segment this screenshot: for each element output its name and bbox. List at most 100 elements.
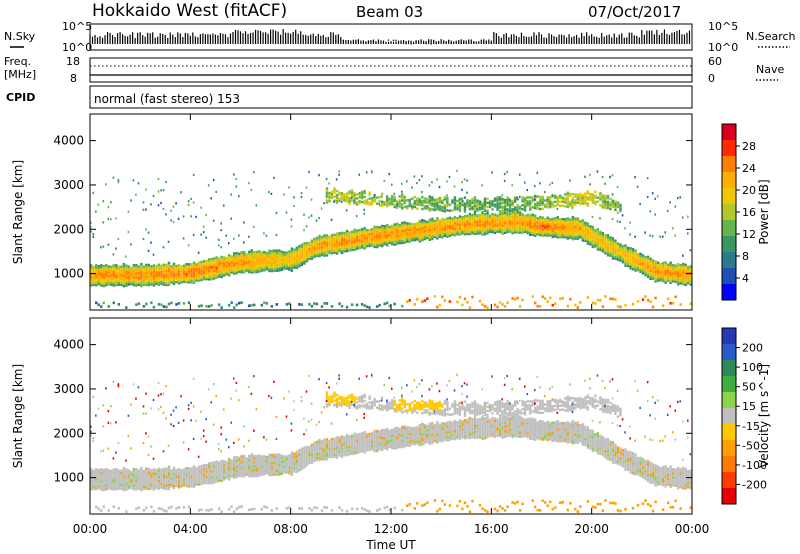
power-cell (508, 224, 512, 227)
power-cell (235, 265, 238, 269)
velocity-cell (157, 467, 161, 471)
power-cell (250, 271, 253, 274)
power-cell (574, 229, 577, 232)
power-cell (368, 193, 371, 196)
power-cell (488, 216, 492, 220)
power-cell (441, 229, 444, 233)
power-cell (606, 249, 610, 253)
power-cell (518, 195, 521, 199)
power-cell (258, 270, 261, 273)
power-cell (616, 258, 620, 261)
power-cell (478, 216, 482, 219)
power-cell (298, 303, 301, 306)
velocity-cell (320, 445, 324, 449)
velocity-cell (202, 469, 206, 473)
velocity-cell (195, 479, 198, 482)
power-cell (200, 266, 203, 270)
colorbar-swatch (722, 140, 736, 157)
power-cell (95, 263, 98, 267)
velocity-cell (215, 470, 218, 473)
velocity-cell (180, 471, 183, 474)
velocity-cell (100, 472, 103, 475)
power-cell (305, 243, 309, 247)
power-cell (501, 212, 504, 215)
velocity-cell (162, 469, 166, 473)
power-cell (270, 192, 273, 195)
velocity-cell (135, 486, 138, 489)
velocity-cell (243, 464, 246, 468)
power-cell (428, 224, 432, 227)
velocity-cell (170, 483, 173, 486)
velocity-cell (250, 471, 253, 474)
power-cell (232, 254, 236, 257)
colorbar-swatch (722, 284, 736, 301)
power-cell (436, 231, 439, 234)
power-cell (579, 192, 582, 196)
power-cell (646, 177, 649, 180)
power-cell (526, 229, 529, 233)
velocity-cell (288, 470, 291, 473)
power-cell (483, 220, 487, 224)
power-cell (458, 221, 462, 224)
power-cell (438, 206, 442, 210)
power-cell (328, 247, 331, 251)
power-cell (137, 277, 141, 280)
power-cell (516, 197, 519, 201)
power-cell (375, 241, 379, 245)
power-cell (285, 251, 289, 254)
velocity-cell (135, 484, 138, 487)
power-cell (270, 305, 273, 308)
power-cell (496, 206, 499, 209)
power-cell (513, 212, 517, 216)
power-cell (503, 206, 507, 210)
power-cell (566, 203, 569, 207)
power-cell (373, 245, 376, 249)
velocity-cell (253, 468, 256, 472)
velocity-cell (100, 474, 103, 477)
velocity-cell (227, 446, 230, 449)
power-cell (253, 256, 256, 260)
velocity-cell (165, 509, 168, 513)
power-cell (594, 233, 597, 236)
velocity-cell (200, 410, 202, 413)
power-cell (564, 201, 567, 204)
power-cell (197, 275, 201, 278)
velocity-cell (278, 457, 281, 460)
velocity-cell (310, 449, 314, 453)
power-cell (533, 230, 537, 233)
power-cell (273, 249, 276, 252)
power-cell (506, 170, 508, 174)
power-cell (661, 279, 665, 283)
power-cell (501, 232, 504, 235)
power-cell (323, 238, 326, 241)
power-cell (586, 236, 590, 239)
velocity-cell (285, 471, 289, 474)
power-cell (250, 267, 253, 270)
velocity-cell (162, 473, 166, 477)
velocity-cell (215, 460, 218, 463)
power-cell (260, 259, 263, 262)
power-cell (365, 236, 369, 240)
power-cell (591, 301, 595, 305)
power-cell (117, 275, 120, 278)
power-cell (100, 264, 103, 267)
velocity-cell (112, 476, 115, 479)
power-cell (363, 239, 366, 242)
power-cell (318, 174, 320, 177)
power-cell (340, 237, 344, 241)
power-cell (604, 295, 607, 298)
power-cell (463, 214, 467, 218)
power-cell (157, 271, 161, 275)
power-cell (559, 196, 562, 200)
power-cell (536, 220, 539, 224)
freq-axis-max: 18 (66, 55, 80, 68)
power-cell (338, 246, 341, 249)
power-cell (298, 264, 301, 268)
power-cell (190, 273, 193, 276)
power-cell (601, 202, 605, 205)
power-cell (631, 265, 635, 269)
power-cell (253, 270, 256, 274)
power-cell (383, 302, 386, 306)
power-cell (463, 224, 467, 228)
power-cell (132, 271, 136, 275)
